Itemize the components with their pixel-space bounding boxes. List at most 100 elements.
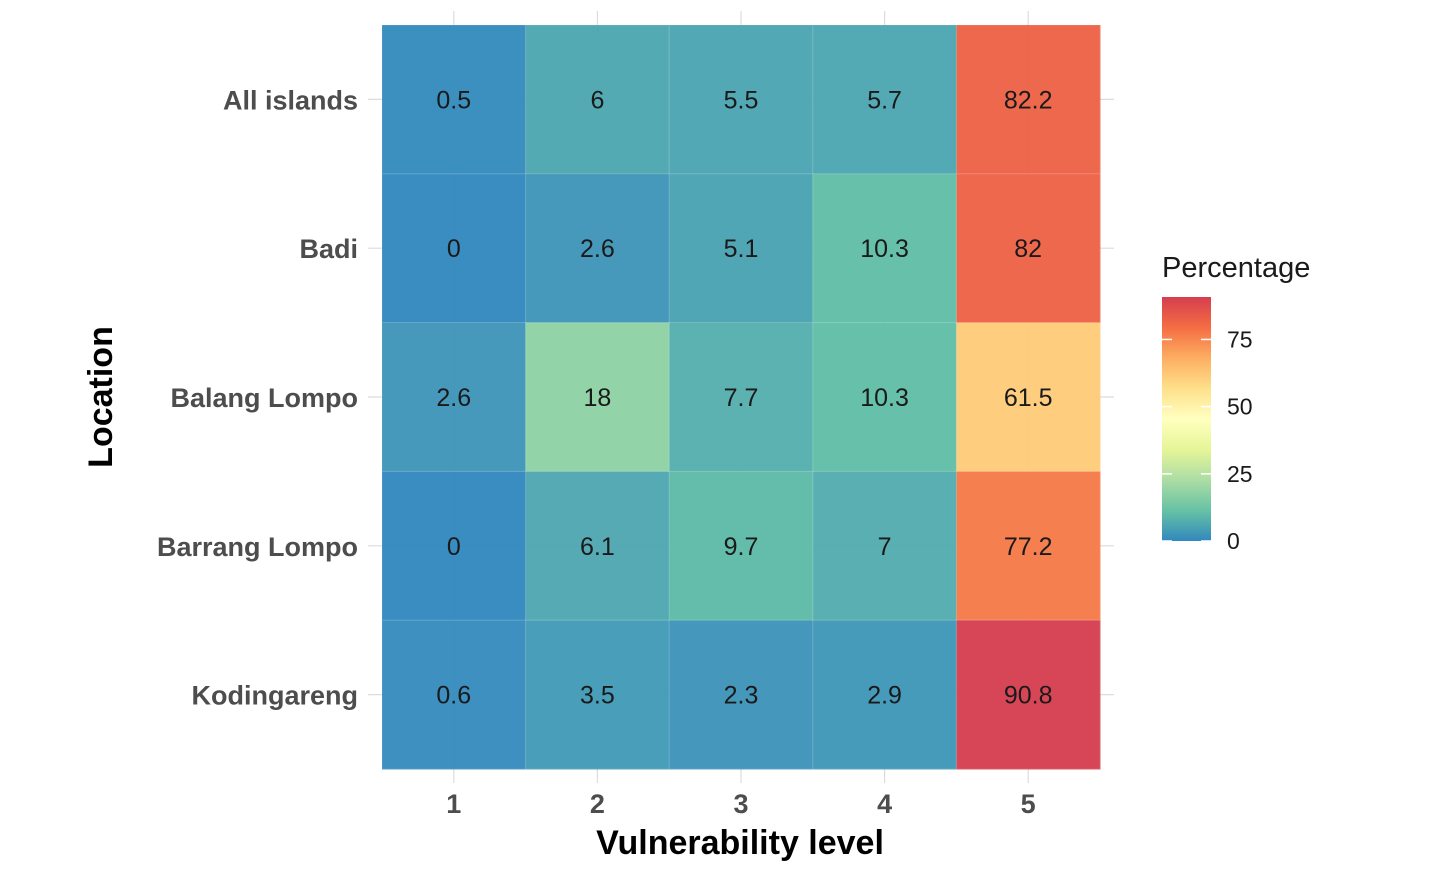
heatmap-cell-border xyxy=(668,24,814,175)
cell-value-label: 2.9 xyxy=(867,682,902,710)
heatmap-cell-border xyxy=(525,322,670,472)
legend-tick-label: 75 xyxy=(1227,326,1253,352)
heatmap-cell xyxy=(525,322,670,472)
heatmap-cell xyxy=(669,322,814,472)
heatmap-cell-border xyxy=(812,24,957,175)
cell-value-label: 9.7 xyxy=(724,533,759,561)
cell-value-label: 18 xyxy=(583,384,611,412)
heatmap-cell-border xyxy=(955,322,1101,472)
heatmap-cell-border xyxy=(381,470,527,621)
heatmap-cell-border xyxy=(955,619,1101,770)
heatmap-cell xyxy=(382,471,527,621)
legend-tick-label: 50 xyxy=(1227,394,1253,420)
cell-value-label: 7 xyxy=(878,533,892,561)
heatmap-cell xyxy=(382,620,527,770)
heatmap-cell-border xyxy=(381,173,527,324)
heatmap-cell xyxy=(956,173,1101,324)
cell-value-label: 0 xyxy=(447,235,461,263)
heatmap-cell xyxy=(525,173,670,324)
cell-value-label: 6.1 xyxy=(580,533,615,561)
cell-value-label: 2.3 xyxy=(724,682,759,710)
heatmap-cell xyxy=(956,322,1101,472)
x-axis-title: Vulnerability level xyxy=(596,824,884,862)
heatmap-cell xyxy=(669,471,814,621)
cell-value-label: 82.2 xyxy=(1004,86,1053,114)
cell-value-label: 82 xyxy=(1014,235,1042,263)
legend-tick-label: 0 xyxy=(1227,528,1240,554)
heatmap-cell-border xyxy=(668,470,814,621)
x-tick-labels: 1 2 3 4 5 xyxy=(446,789,1035,819)
heatmap-cell xyxy=(525,471,670,621)
heatmap-cell xyxy=(812,620,957,770)
y-tick-label: Barrang Lompo xyxy=(157,532,358,562)
heatmap-cell-border xyxy=(812,173,957,324)
heatmap-cell-border xyxy=(955,173,1101,324)
y-tick-label: Kodingareng xyxy=(192,681,359,711)
y-tick-label: Balang Lompo xyxy=(171,383,359,413)
y-axis-title: Location xyxy=(82,326,120,468)
heatmap-cell xyxy=(956,25,1101,175)
heatmap-cell xyxy=(382,25,527,175)
heatmap-cell xyxy=(812,471,957,621)
heatmap-cell-border xyxy=(812,619,957,770)
cell-value-label: 6 xyxy=(590,86,604,114)
heatmap-cell xyxy=(382,173,527,324)
heatmap-cell-border xyxy=(525,173,670,324)
heatmap-cell-border xyxy=(381,322,527,472)
cell-value-label: 0.5 xyxy=(436,86,471,114)
heatmap-cell-border xyxy=(668,619,814,770)
cell-value-label: 5.5 xyxy=(724,86,759,114)
heatmap-cell-border xyxy=(381,619,527,770)
x-tick-label: 5 xyxy=(1021,789,1036,819)
x-tick-label: 3 xyxy=(733,789,748,819)
cell-value-label: 0.6 xyxy=(436,682,471,710)
color-legend: Percentage 0 25 50 75 xyxy=(1162,252,1310,554)
cell-value-label: 5.7 xyxy=(867,86,902,114)
heatmap-cell xyxy=(669,173,814,324)
y-tick-label: All islands xyxy=(223,85,358,115)
legend-colorbar xyxy=(1162,297,1211,541)
heatmap-cell xyxy=(956,620,1101,770)
heatmap-cell xyxy=(812,322,957,472)
cell-value-label: 0 xyxy=(447,533,461,561)
cell-value-label: 90.8 xyxy=(1004,682,1053,710)
heatmap-cell-border xyxy=(668,173,814,324)
x-tick-label: 2 xyxy=(590,789,605,819)
heatmap-cell xyxy=(525,620,670,770)
cells-layer: 0.5 6 5.5 5.7 82.2 0 2.6 5.1 10.3 82 2.6 18 7.7 10.3 6… xyxy=(381,24,1101,770)
legend-title: Percentage xyxy=(1162,252,1310,284)
heatmap-cell-border xyxy=(525,470,670,621)
legend-tick-label: 25 xyxy=(1227,461,1253,487)
y-tick-labels: All islands Badi Balang Lompo Barrang Lompo… xyxy=(157,85,358,710)
heatmap-cell xyxy=(956,471,1101,621)
legend-ticks: 0 25 50 75 xyxy=(1162,326,1253,554)
cell-value-label: 10.3 xyxy=(860,384,909,412)
cell-value-label: 7.7 xyxy=(724,384,759,412)
x-tick-label: 4 xyxy=(877,789,892,819)
heatmap-cell xyxy=(669,620,814,770)
heatmap-cell xyxy=(669,25,814,175)
heatmap-cell-border xyxy=(668,322,814,472)
heatmap-cell-border xyxy=(812,470,957,621)
x-tick-label: 1 xyxy=(446,789,461,819)
heatmap-cell-border xyxy=(525,619,670,770)
heatmap-cell-border xyxy=(955,470,1101,621)
heatmap-cell xyxy=(525,25,670,175)
cell-value-label: 77.2 xyxy=(1004,533,1053,561)
cell-value-label: 2.6 xyxy=(436,384,471,412)
heatmap-cell xyxy=(812,25,957,175)
heatmap-cell xyxy=(382,322,527,472)
cell-value-label: 61.5 xyxy=(1004,384,1053,412)
heatmap-cell xyxy=(812,173,957,324)
heatmap-cell-border xyxy=(955,24,1101,175)
heatmap-cell-border xyxy=(381,24,527,175)
cell-value-label: 2.6 xyxy=(580,235,615,263)
y-tick-label: Badi xyxy=(299,234,358,264)
cell-value-label: 10.3 xyxy=(860,235,909,263)
heatmap-cell-border xyxy=(525,24,670,175)
cell-value-label: 5.1 xyxy=(724,235,759,263)
heatmap-cell-border xyxy=(812,322,957,472)
cell-value-label: 3.5 xyxy=(580,682,615,710)
